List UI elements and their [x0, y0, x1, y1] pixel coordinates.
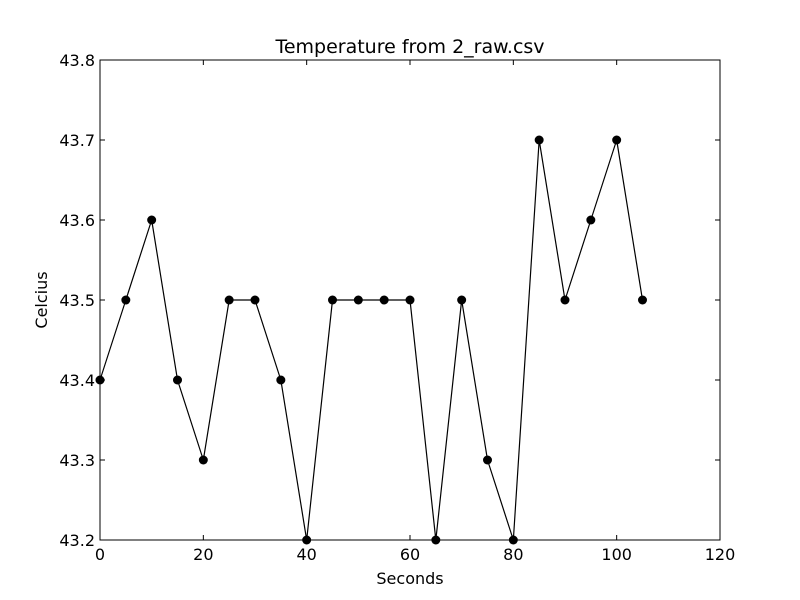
x-tick-label: 60 [400, 545, 420, 564]
data-point [353, 295, 363, 305]
data-point [638, 295, 647, 305]
data-point [560, 295, 570, 305]
data-point [224, 295, 234, 305]
y-tick-label: 43.8 [59, 51, 95, 70]
y-tick-label: 43.7 [59, 131, 95, 150]
x-tick-label: 0 [95, 545, 105, 564]
y-tick-label: 43.5 [59, 291, 95, 310]
x-axis-label: Seconds [376, 569, 443, 588]
y-tick-label: 43.4 [59, 371, 95, 390]
series-line [99, 139, 644, 541]
data-point [173, 375, 182, 385]
data-point [405, 295, 415, 305]
data-point [586, 215, 596, 225]
data-point [121, 295, 131, 305]
x-tick-label: 20 [193, 545, 213, 564]
y-axis-label: Celcius [32, 271, 51, 328]
y-tick-label: 43.6 [59, 211, 95, 230]
plot-area-frame [99, 59, 721, 541]
y-tick-label: 43.2 [59, 531, 95, 550]
data-point [198, 455, 208, 465]
data-point [483, 455, 492, 465]
series-layer [95, 135, 647, 545]
chart-title: Temperature from 2_raw.csv [274, 36, 544, 58]
data-point [328, 295, 337, 305]
x-tick-label: 80 [503, 545, 523, 564]
data-point [147, 215, 157, 225]
y-tick-label: 43.3 [59, 451, 95, 470]
data-point [250, 295, 260, 305]
data-point [612, 135, 622, 145]
data-point [379, 295, 389, 305]
y-axis-ticks: 43.2 43.3 43.4 43.5 43.6 43.7 43.8 [59, 51, 720, 550]
x-tick-label: 40 [296, 545, 316, 564]
data-point [534, 135, 544, 145]
data-point [457, 295, 467, 305]
x-axis-ticks: 0 20 40 60 80 100 120 [95, 60, 735, 564]
x-tick-label: 100 [601, 545, 632, 564]
data-point [276, 375, 286, 385]
x-tick-label: 120 [705, 545, 736, 564]
